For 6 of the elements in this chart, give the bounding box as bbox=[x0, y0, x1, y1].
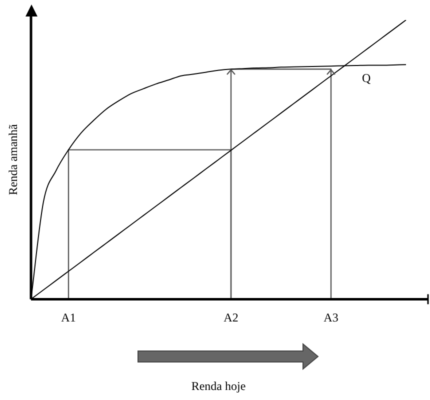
x-tick-label: A2 bbox=[224, 310, 238, 325]
x-axis-title: Renda hoje bbox=[191, 378, 246, 393]
x-tick-label: A1 bbox=[61, 310, 76, 325]
annotation: Q bbox=[362, 70, 371, 85]
x-tick-label: A3 bbox=[324, 310, 338, 325]
y-axis-title: Renda amanhã bbox=[6, 123, 20, 196]
